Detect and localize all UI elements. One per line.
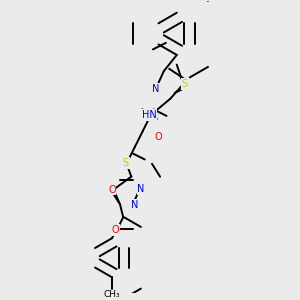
- Text: S: S: [182, 79, 188, 89]
- Text: N: N: [131, 200, 138, 210]
- Text: O: O: [111, 225, 119, 235]
- Text: HN: HN: [142, 110, 157, 120]
- Text: S: S: [123, 158, 129, 168]
- Text: O: O: [108, 184, 116, 195]
- Text: O: O: [154, 132, 162, 142]
- Text: CH₃: CH₃: [103, 290, 120, 299]
- Text: N: N: [152, 84, 159, 94]
- Text: N: N: [137, 184, 145, 194]
